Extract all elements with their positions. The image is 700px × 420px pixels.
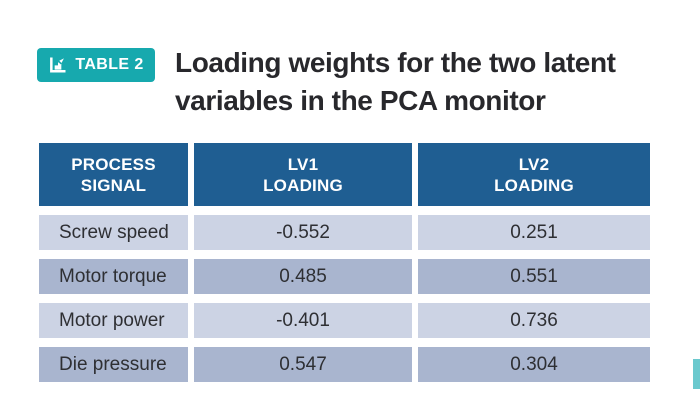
accent-square xyxy=(693,359,700,389)
table-row-lv1-cell: 0.485 xyxy=(194,259,412,294)
loading-weights-table: PROCESS SIGNAL LV1 LOADING LV2 LOADING S… xyxy=(39,143,650,382)
figure-title-line2: variables in the PCA monitor xyxy=(175,85,546,116)
header-text: LV1 xyxy=(287,154,319,174)
table-row-signal-cell: Motor torque xyxy=(39,259,188,294)
table-row-lv2-cell: 0.736 xyxy=(418,303,650,338)
figure-title: Loading weights for the two latent varia… xyxy=(175,44,616,120)
table-row-lv2-cell: 0.551 xyxy=(418,259,650,294)
table-badge-label: TABLE 2 xyxy=(75,56,144,73)
column-header-process-signal: PROCESS SIGNAL xyxy=(39,143,188,206)
column-header-lv1-loading: LV1 LOADING xyxy=(194,143,412,206)
table-row-signal-cell: Motor power xyxy=(39,303,188,338)
header-text: LOADING xyxy=(263,175,343,195)
table-row-signal-cell: Screw speed xyxy=(39,215,188,250)
table-row-lv2-cell: 0.304 xyxy=(418,347,650,382)
header-text: LOADING xyxy=(494,175,574,195)
table-badge: TABLE 2 xyxy=(37,48,155,82)
header-text: SIGNAL xyxy=(80,175,147,195)
table-row-lv1-cell: 0.547 xyxy=(194,347,412,382)
table-row-lv1-cell: -0.401 xyxy=(194,303,412,338)
table-row-lv2-cell: 0.251 xyxy=(418,215,650,250)
header-text: LV2 xyxy=(518,154,550,174)
rising-bar-chart-icon xyxy=(50,57,66,73)
table-row-signal-cell: Die pressure xyxy=(39,347,188,382)
figure-title-line1: Loading weights for the two latent xyxy=(175,47,616,78)
table-row-lv1-cell: -0.552 xyxy=(194,215,412,250)
column-header-lv2-loading: LV2 LOADING xyxy=(418,143,650,206)
header-text: PROCESS xyxy=(71,154,156,174)
